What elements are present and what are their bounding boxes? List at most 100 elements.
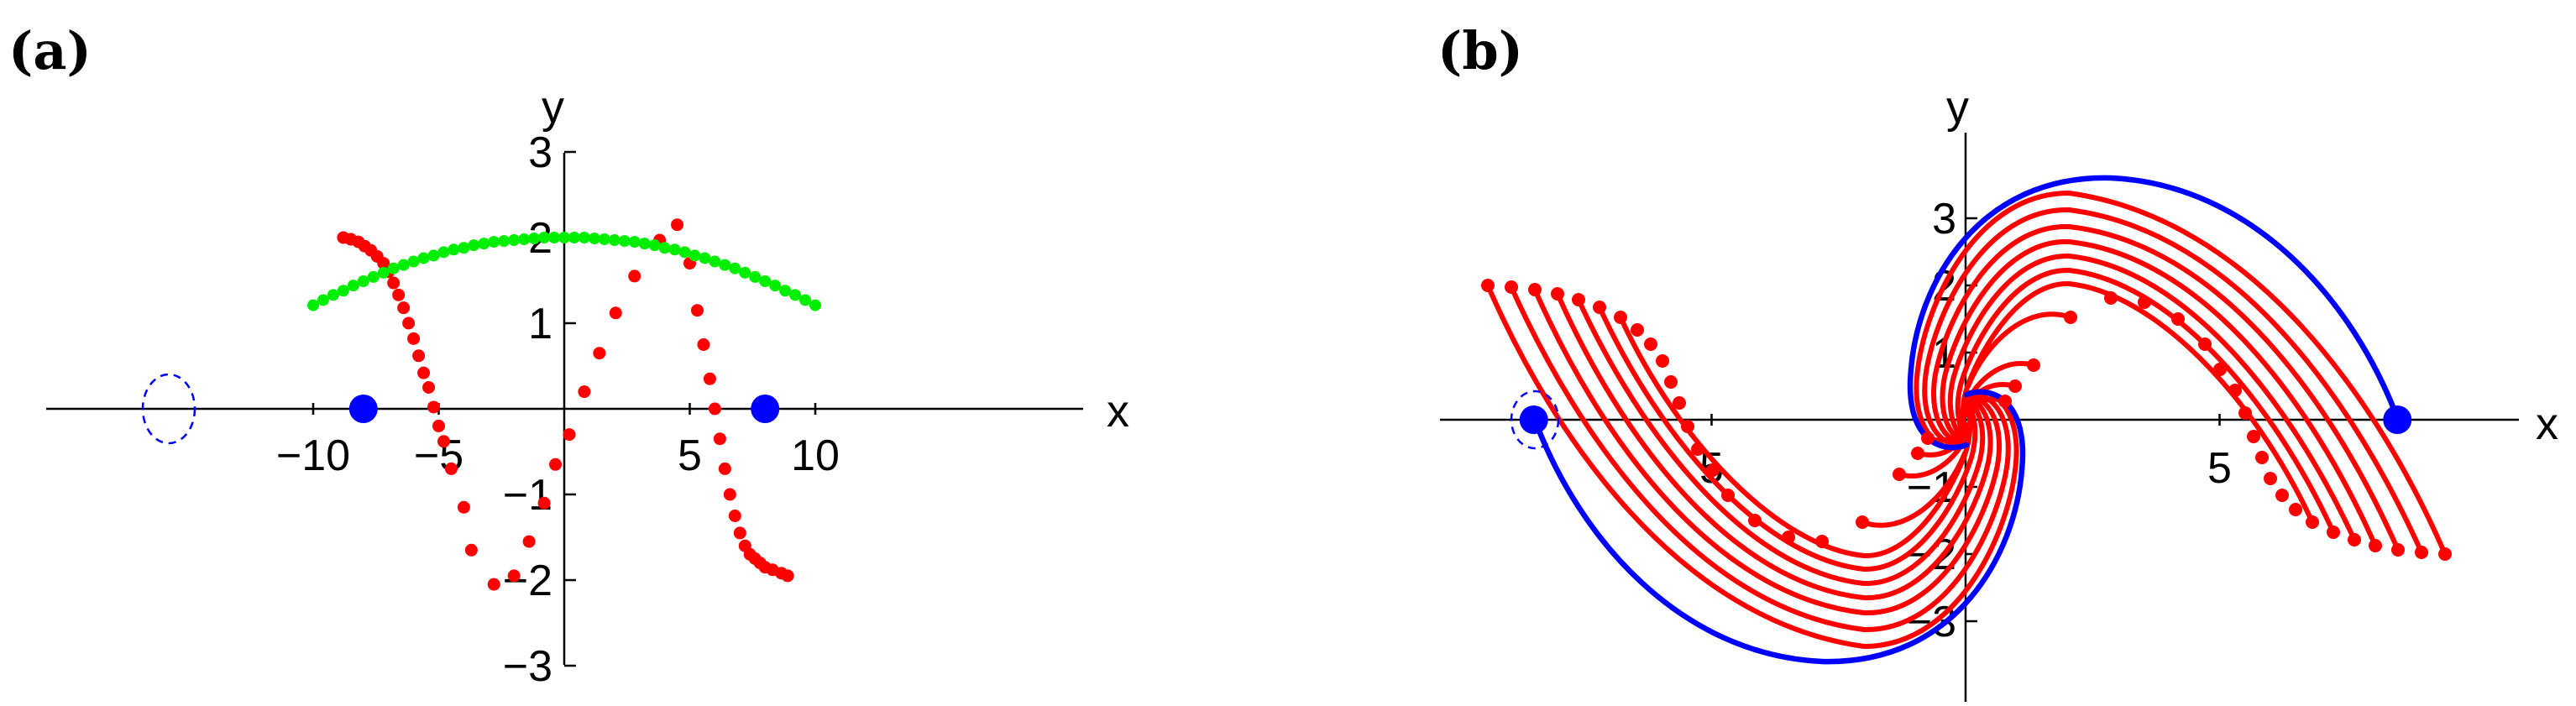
panel-b-red-point [1748, 514, 1762, 527]
panel-a-blue-point [348, 395, 378, 423]
panel-a-green-point [488, 236, 500, 248]
panel-b-curve [1860, 451, 1967, 528]
panel-b-curve [1485, 283, 2019, 650]
panel-b-red-point [2369, 539, 2382, 552]
panel-b-blue-point [2383, 405, 2412, 434]
panel-a-red-point [578, 385, 591, 399]
panel-a-green-point [769, 280, 782, 292]
panel-a-y-tick-label: −1 [503, 471, 552, 520]
panel-b-red-point [1815, 535, 1829, 548]
panel-a-green-point [689, 249, 701, 262]
panel-a-green-point [789, 289, 802, 301]
panel-a-green-point [638, 238, 651, 250]
panel-b-curve [1914, 190, 2448, 557]
panel-b-y-axis-title: y [1946, 82, 1969, 133]
panel-b-red-point [1528, 283, 1542, 296]
panel-b-red-point [1998, 395, 2012, 408]
panel-a-green-point [458, 242, 470, 254]
panel-a-green-point [357, 275, 369, 288]
panel-a-red-point [407, 332, 421, 345]
panel-b-red-point [1691, 442, 1704, 456]
panel-a-green-point [337, 285, 349, 297]
panel-a-red-point [432, 419, 445, 432]
panel-b-red-point [2228, 384, 2242, 397]
panel-a-green-point [427, 249, 440, 262]
panel-b-red-point [2438, 547, 2452, 561]
panel-b-red-point [1782, 531, 1795, 544]
panel-b-curve [1597, 305, 1978, 573]
panel-a-green-point [719, 259, 731, 271]
panel-b-x-tick-label: 5 [2207, 444, 2232, 493]
panel-b-red-point [2198, 337, 2212, 351]
panel-b-red-point [2104, 291, 2118, 305]
panel-a-green-point [538, 232, 551, 243]
panel-a-x-axis-title: x [1107, 386, 1129, 437]
panel-b-red-point [2238, 406, 2252, 420]
panel-a-green-point [799, 294, 812, 306]
panel-a-green-point [367, 270, 380, 283]
panel-b-dashed-ring [1510, 390, 1560, 450]
panel-a-green-point [478, 238, 490, 250]
panel-a-y-tick-label: 1 [528, 300, 552, 348]
panel-a-green-point [729, 262, 741, 275]
panel-b-blue-curve-upper [1907, 175, 2401, 451]
panel-a-green-point [709, 255, 721, 268]
panel-b-curve [1576, 297, 1986, 587]
panel-a-green-point [558, 232, 570, 243]
panel-b-red-point [1572, 293, 1585, 306]
panel-a-y-axis-title: y [542, 82, 564, 133]
panel-a-blue-point [751, 395, 780, 423]
panel-a-green-point [568, 232, 580, 243]
panel-b-red-point [2027, 358, 2040, 372]
panel-a-green-point [588, 233, 600, 245]
panel-a-red-point [402, 316, 416, 330]
panel-b-red-point [1721, 489, 1735, 502]
panel-a-red-point [723, 488, 736, 501]
panel-b-red-point [1481, 279, 1495, 292]
panel-a-y-tick-label: −2 [503, 557, 552, 605]
panel-b-red-point [1614, 311, 1627, 324]
panel-a-red-point [593, 347, 606, 360]
panel-b-red-point [2064, 311, 2077, 324]
panel-b-curve [1922, 207, 2424, 555]
panel-a-green-point [307, 299, 319, 311]
panel-a-green-point [377, 266, 390, 279]
panel-b-label: (b) [1437, 20, 1523, 81]
panel-a-green-point [678, 246, 691, 259]
panel-a-red-point [549, 458, 563, 471]
panel-a-green-point [739, 266, 751, 279]
panel-a-green-point [528, 233, 541, 245]
panel-b-red-point [1856, 515, 1869, 529]
panel-a-green-point [668, 243, 681, 256]
panel-a-red-point [397, 301, 411, 315]
panel-b-red-point [2306, 515, 2319, 529]
panel-a-red-point [733, 526, 746, 540]
panel-b-blue-curve-lower [1531, 389, 2026, 665]
panel-b-red-point [1593, 301, 1606, 314]
panel-a-green-point [809, 299, 821, 311]
panel-a-red-point [708, 402, 721, 416]
panel-a-red-point [412, 349, 426, 363]
panel-b-curve [1955, 267, 2336, 535]
panel-b-red-point [2171, 312, 2185, 326]
panel-b-y-tick-label: 3 [1932, 195, 1956, 243]
panel-a-green-point [699, 252, 711, 264]
panel-b-red-point [2415, 546, 2428, 559]
panel-b-red-point [2264, 472, 2277, 485]
panel-a-points [307, 218, 821, 591]
panel-a-red-point [417, 366, 431, 379]
panel-b-red-point [1551, 287, 1564, 301]
panel-b-red-point [2348, 533, 2361, 546]
panel-a-y-tick-label: 3 [528, 128, 552, 177]
panel-b-red-point [2289, 503, 2302, 516]
panel-b-red-point [1644, 337, 1657, 351]
panel-a-dashed-ring [141, 373, 196, 445]
panel-a-green-point [618, 235, 631, 248]
panel-a-red-point [537, 496, 551, 510]
panel-a-green-point [648, 239, 661, 252]
panel-b-curve [1532, 287, 2002, 616]
panel-a-x-tick-label: 5 [678, 431, 702, 480]
panel-a-red-point [671, 218, 684, 232]
